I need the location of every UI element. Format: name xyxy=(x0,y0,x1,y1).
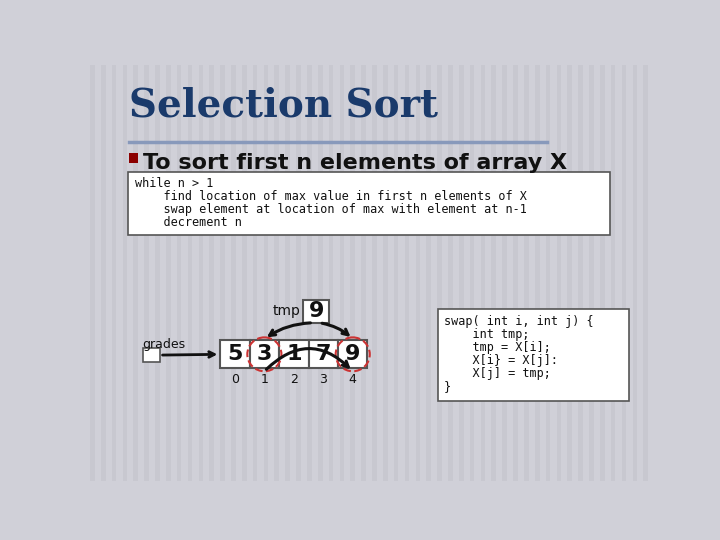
Bar xyxy=(112,65,117,481)
Bar xyxy=(329,65,333,481)
Bar xyxy=(338,340,367,368)
Text: 7: 7 xyxy=(315,345,331,364)
Bar xyxy=(469,65,474,481)
Text: swap( int i, int j) {: swap( int i, int j) { xyxy=(444,315,594,328)
Bar xyxy=(492,65,496,481)
Bar xyxy=(143,348,160,362)
Bar xyxy=(415,65,420,481)
Bar xyxy=(557,65,561,481)
Bar xyxy=(654,65,659,481)
Text: 3: 3 xyxy=(320,373,327,386)
Bar xyxy=(621,65,626,481)
Bar xyxy=(177,65,181,481)
Text: 1: 1 xyxy=(261,373,269,386)
Bar xyxy=(199,65,203,481)
Bar xyxy=(448,65,453,481)
Bar xyxy=(318,65,323,481)
Bar xyxy=(210,65,214,481)
Text: 1: 1 xyxy=(286,345,302,364)
Bar xyxy=(383,65,387,481)
Text: 2: 2 xyxy=(290,373,298,386)
Text: while n > 1: while n > 1 xyxy=(135,177,213,190)
Text: grades: grades xyxy=(143,338,186,351)
Bar xyxy=(307,65,312,481)
Bar xyxy=(303,300,330,323)
Text: swap element at location of max with element at n-1: swap element at location of max with ele… xyxy=(135,204,527,217)
Bar xyxy=(567,65,572,481)
Bar xyxy=(405,65,409,481)
Bar xyxy=(144,65,149,481)
Text: X[j] = tmp;: X[j] = tmp; xyxy=(444,367,551,380)
Bar xyxy=(242,65,246,481)
Text: 3: 3 xyxy=(257,345,272,364)
Bar xyxy=(578,65,583,481)
Text: X[i} = X[j]:: X[i} = X[j]: xyxy=(444,354,558,367)
Bar xyxy=(459,65,464,481)
Bar xyxy=(253,65,258,481)
Bar xyxy=(535,65,539,481)
Bar xyxy=(274,65,279,481)
Bar xyxy=(351,65,355,481)
Bar xyxy=(611,65,616,481)
Text: 9: 9 xyxy=(345,345,361,364)
Bar xyxy=(632,65,637,481)
FancyBboxPatch shape xyxy=(438,309,629,401)
Bar xyxy=(426,65,431,481)
Text: 0: 0 xyxy=(231,373,239,386)
Text: int tmp;: int tmp; xyxy=(444,328,530,341)
Bar xyxy=(250,340,279,368)
Text: To sort first n elements of array X: To sort first n elements of array X xyxy=(143,153,567,173)
Bar xyxy=(279,340,309,368)
Bar xyxy=(513,65,518,481)
Text: 4: 4 xyxy=(348,373,356,386)
Bar xyxy=(220,340,250,368)
Text: }: } xyxy=(444,381,451,394)
Bar xyxy=(481,65,485,481)
Bar xyxy=(644,65,648,481)
Bar xyxy=(394,65,398,481)
Text: 9: 9 xyxy=(309,301,324,321)
Bar xyxy=(231,65,235,481)
Bar xyxy=(220,65,225,481)
Text: tmp = X[i];: tmp = X[i]; xyxy=(444,341,551,354)
Text: Selection Sort: Selection Sort xyxy=(129,86,438,124)
Text: find location of max value in first n elements of X: find location of max value in first n el… xyxy=(135,190,527,203)
Bar xyxy=(122,65,127,481)
Bar xyxy=(600,65,605,481)
Text: 5: 5 xyxy=(228,345,243,364)
Bar xyxy=(546,65,550,481)
Bar xyxy=(264,65,269,481)
Bar xyxy=(503,65,507,481)
Bar xyxy=(589,65,594,481)
FancyBboxPatch shape xyxy=(128,172,610,235)
Bar xyxy=(309,340,338,368)
Bar xyxy=(188,65,192,481)
Bar xyxy=(372,65,377,481)
Bar xyxy=(90,65,94,481)
Bar xyxy=(340,65,344,481)
Text: decrement n: decrement n xyxy=(135,217,242,230)
Bar xyxy=(155,65,160,481)
Bar xyxy=(524,65,528,481)
Bar xyxy=(437,65,442,481)
Bar xyxy=(296,65,301,481)
Bar xyxy=(361,65,366,481)
Bar xyxy=(166,65,171,481)
Bar xyxy=(129,153,138,163)
Text: tmp: tmp xyxy=(272,304,300,318)
Bar xyxy=(101,65,106,481)
Bar xyxy=(285,65,290,481)
Bar xyxy=(133,65,138,481)
